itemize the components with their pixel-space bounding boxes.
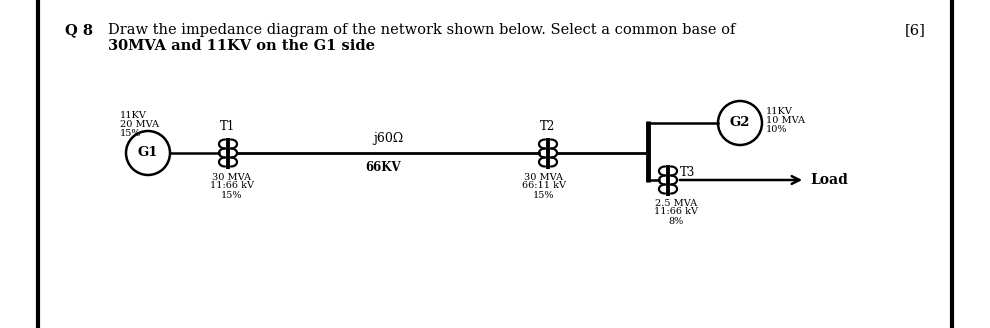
Text: j60Ω: j60Ω <box>373 132 403 145</box>
Text: [6]: [6] <box>905 23 926 37</box>
Text: T1: T1 <box>221 120 236 133</box>
Text: 11:66 kV: 11:66 kV <box>654 208 698 216</box>
Text: 10%: 10% <box>766 125 787 134</box>
Text: T3: T3 <box>680 166 695 178</box>
Text: 8%: 8% <box>668 216 684 226</box>
Text: Q 8: Q 8 <box>65 23 93 37</box>
Text: Draw the impedance diagram of the network shown below. Select a common base of: Draw the impedance diagram of the networ… <box>108 23 736 37</box>
Text: 66:11 kV: 66:11 kV <box>522 181 566 191</box>
Text: 30 MVA: 30 MVA <box>213 173 251 181</box>
Text: G1: G1 <box>138 147 158 159</box>
Text: 11KV: 11KV <box>766 107 793 116</box>
Text: T2: T2 <box>541 120 555 133</box>
Text: 15%: 15% <box>221 191 243 199</box>
Text: Load: Load <box>810 173 847 187</box>
Text: 15%: 15% <box>534 191 554 199</box>
Text: 30MVA and 11KV on the G1 side: 30MVA and 11KV on the G1 side <box>108 39 375 53</box>
Text: 30 MVA: 30 MVA <box>525 173 563 181</box>
Text: G2: G2 <box>730 116 750 130</box>
Text: 66KV: 66KV <box>365 161 401 174</box>
Text: 10 MVA: 10 MVA <box>766 116 805 125</box>
Text: 11:66 kV: 11:66 kV <box>210 181 254 191</box>
Text: 2.5 MVA: 2.5 MVA <box>655 198 697 208</box>
Text: 20 MVA: 20 MVA <box>120 120 159 129</box>
Text: 15%: 15% <box>120 129 142 138</box>
Text: 11KV: 11KV <box>120 111 147 120</box>
